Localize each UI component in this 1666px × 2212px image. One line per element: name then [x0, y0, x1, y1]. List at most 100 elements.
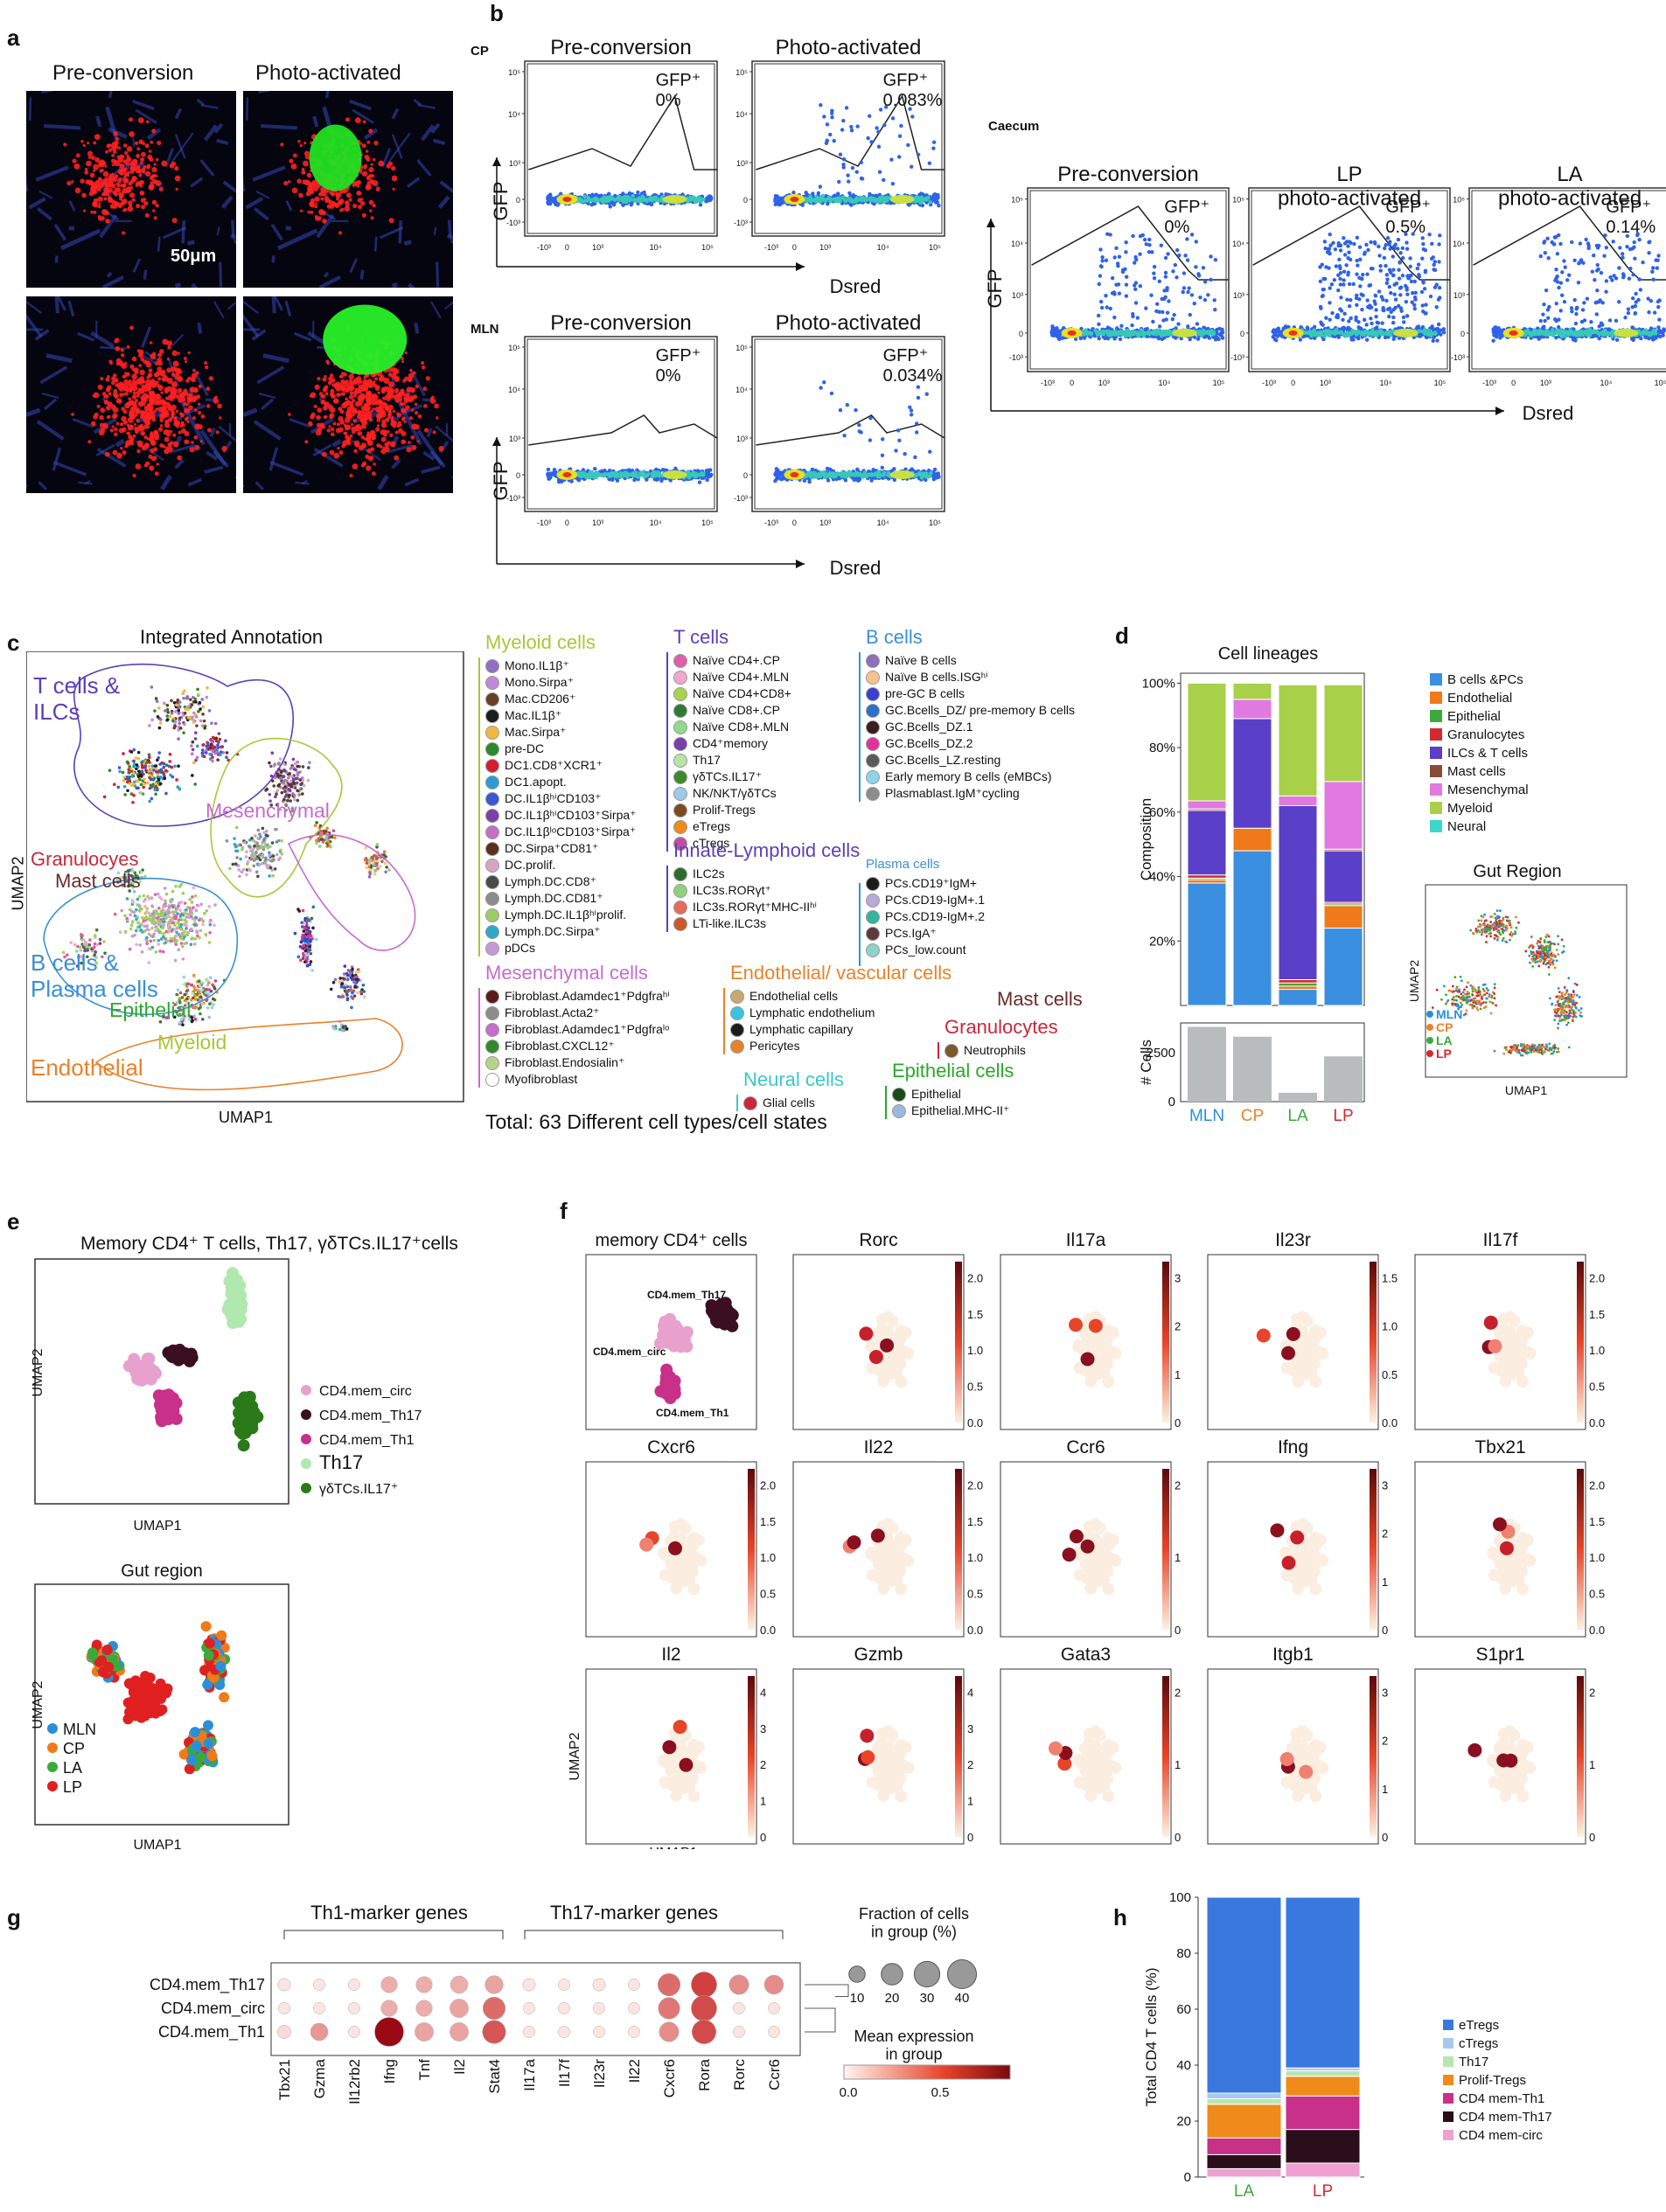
event-dot	[805, 474, 808, 477]
text-line: 0.034%	[883, 366, 943, 386]
gfp-event	[837, 180, 840, 184]
flow-xtick: 10⁴	[650, 518, 662, 527]
gfp-event	[868, 438, 872, 442]
flow-ytick: -10³	[1009, 353, 1023, 362]
event-dot	[547, 468, 550, 471]
gfp-event	[849, 125, 853, 129]
gfp-event	[928, 162, 931, 165]
text-line: 10⁵	[1213, 379, 1225, 387]
flow-xtick: 10³	[592, 243, 603, 252]
flow-ytick: 10⁴	[508, 386, 520, 394]
event-dot	[826, 467, 829, 470]
event-dot	[1189, 337, 1192, 341]
gfp-event	[826, 139, 829, 143]
event-dot	[693, 198, 696, 201]
gfp-event	[897, 155, 901, 158]
gfp-event	[855, 124, 859, 128]
gfp-event	[861, 177, 864, 180]
event-dot	[603, 472, 606, 476]
event-dot	[636, 191, 639, 194]
event-dot	[593, 467, 596, 470]
text-line: 0	[792, 518, 797, 527]
gfp-event	[830, 392, 833, 395]
flow-xtick: 0	[565, 243, 569, 252]
event-dot	[875, 472, 878, 476]
text-line: GFP⁺	[656, 71, 701, 90]
text-line: -10³	[764, 243, 778, 252]
gfp-event	[839, 408, 842, 412]
event-dot	[546, 198, 549, 201]
gfp-event	[931, 146, 935, 150]
event-dot	[848, 197, 852, 200]
event-dot	[579, 199, 582, 203]
flow-ytick: 10³	[736, 159, 748, 168]
event-dot	[600, 198, 603, 201]
event-dot	[609, 205, 612, 208]
gfp-event	[868, 115, 871, 118]
gfp-event	[906, 143, 910, 147]
text-line: 0	[1019, 330, 1023, 338]
gfp-percent: GFP⁺0.034%	[883, 346, 943, 386]
density-core	[790, 197, 798, 202]
event-dot	[632, 198, 636, 202]
event-dot	[580, 475, 583, 478]
event-dot	[817, 191, 820, 195]
event-dot	[663, 468, 666, 471]
text-line: 10³	[819, 243, 831, 252]
density-core	[663, 470, 687, 479]
event-dot	[791, 191, 795, 194]
event-dot	[547, 202, 550, 205]
event-dot	[925, 198, 929, 201]
flow-xtick: -10³	[764, 243, 778, 252]
event-dot	[1097, 337, 1100, 340]
text-line: GFP⁺	[1164, 198, 1209, 217]
event-dot	[882, 198, 885, 201]
event-dot	[706, 475, 709, 478]
text-line: -10³	[734, 494, 748, 503]
flow-ytick: 0	[1019, 330, 1023, 338]
event-dot	[862, 470, 866, 474]
text-line: 0%	[1164, 218, 1189, 237]
event-dot	[673, 467, 677, 470]
gfp-event	[826, 122, 829, 126]
event-dot	[631, 194, 635, 198]
density-core	[890, 195, 915, 204]
gfp-event	[876, 130, 880, 134]
event-dot	[864, 198, 868, 201]
gfp-event	[842, 157, 846, 161]
event-dot	[618, 473, 622, 476]
text-line: -10³	[537, 243, 551, 252]
gfp-event	[819, 103, 822, 107]
flow-ytick: 0	[516, 196, 520, 205]
event-dot	[924, 471, 928, 475]
event-dot	[652, 198, 656, 201]
gfp-event	[875, 126, 878, 129]
gfp-event	[841, 163, 845, 166]
text-line: 0	[565, 518, 569, 527]
gfp-event	[822, 380, 826, 384]
density-core	[663, 195, 687, 204]
flow-xtick: 10³	[819, 243, 831, 252]
event-dot	[637, 196, 640, 199]
flow-xtick: 10³	[1098, 379, 1110, 387]
text-line: 10³	[736, 435, 748, 443]
event-dot	[775, 198, 778, 202]
gfp-event	[891, 116, 895, 120]
flow-xtick: 10³	[592, 518, 603, 527]
event-dot	[808, 196, 812, 199]
flow-plot-frame-inner	[1030, 191, 1226, 369]
text-line: 0%	[656, 366, 681, 386]
event-dot	[621, 203, 624, 206]
event-dot	[549, 471, 553, 475]
text-line: 10⁵	[508, 344, 520, 352]
gfp-event	[917, 153, 920, 157]
event-dot	[596, 472, 600, 476]
text-line: -10³	[734, 219, 748, 227]
text-line: 10⁴	[508, 386, 520, 394]
density-core	[562, 472, 571, 477]
flow-ytick: 10⁴	[735, 386, 748, 394]
text-line: 0.083%	[883, 91, 943, 110]
event-dot	[813, 473, 817, 476]
flow-xtick: 10⁴	[650, 243, 662, 252]
